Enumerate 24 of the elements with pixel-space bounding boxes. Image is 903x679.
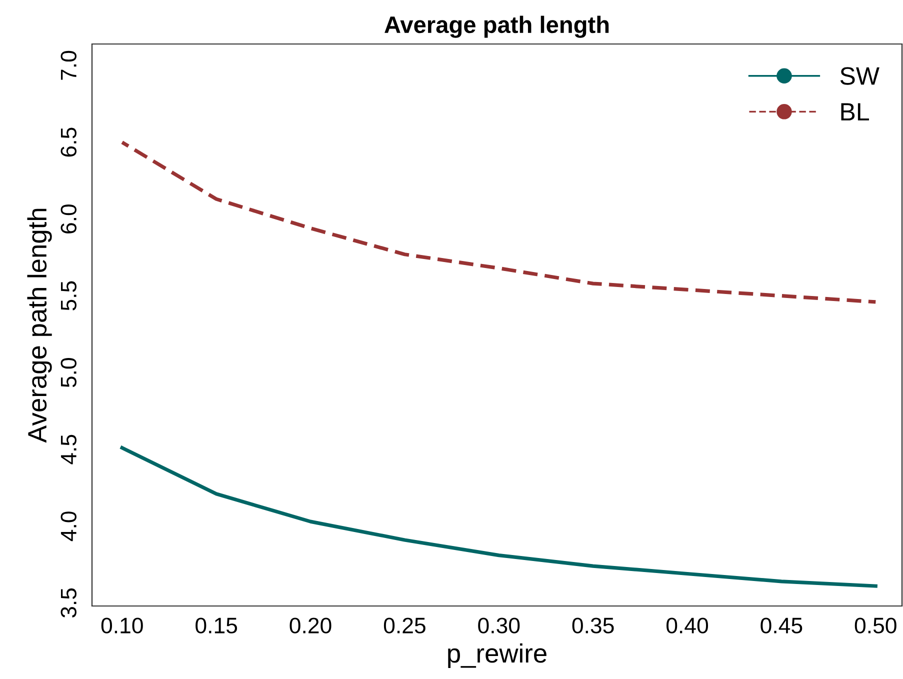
y-tick-label: 5.5 xyxy=(60,281,76,310)
x-tick-label: 0.35 xyxy=(572,618,614,634)
y-tick-label: 6.5 xyxy=(60,128,76,157)
x-tick-label: 0.20 xyxy=(290,618,332,634)
y-tick-label: 4.5 xyxy=(60,434,76,464)
x-tick-label: 0.30 xyxy=(478,618,520,634)
y-tick-label: 3.5 xyxy=(60,588,76,618)
y-tick-label: 6.0 xyxy=(60,204,76,234)
line-series xyxy=(120,140,878,304)
legend-label: BL xyxy=(841,103,869,120)
y-tick-label: 4.0 xyxy=(60,512,76,542)
y-tick-label: 7.0 xyxy=(60,50,76,80)
line-series xyxy=(120,446,878,588)
legend-label: SW xyxy=(840,67,880,85)
x-tick-label: 0.15 xyxy=(196,618,238,634)
x-tick-label: 0.50 xyxy=(854,618,896,634)
x-tick-label: 0.25 xyxy=(384,618,426,634)
x-tick-label: 0.45 xyxy=(760,618,802,634)
x-tick-label: 0.40 xyxy=(666,618,708,634)
chart-title: Average path length xyxy=(384,16,609,38)
y-axis-title: Average path length xyxy=(27,208,52,443)
x-tick-label: 0.10 xyxy=(101,618,143,634)
y-tick-label: 5.0 xyxy=(60,358,76,388)
x-axis-title: p_rewire xyxy=(448,643,546,668)
